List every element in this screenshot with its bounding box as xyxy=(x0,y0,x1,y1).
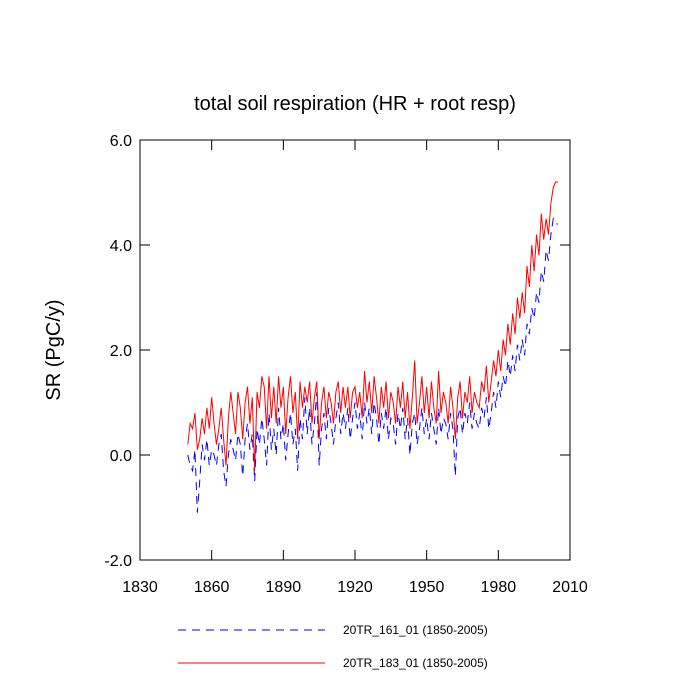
legend-label: 20TR_183_01 (1850-2005) xyxy=(343,656,488,670)
series-line xyxy=(187,181,559,471)
x-tick-label: 1920 xyxy=(337,579,373,596)
x-tick-label: 1890 xyxy=(266,579,302,596)
y-tick-label: -2.0 xyxy=(104,553,132,570)
y-tick-label: 2.0 xyxy=(110,343,132,360)
y-tick-label: 4.0 xyxy=(110,238,132,255)
y-tick-label: 6.0 xyxy=(110,133,132,150)
x-tick-label: 2010 xyxy=(552,579,588,596)
series-line xyxy=(187,217,559,513)
x-tick-label: 1980 xyxy=(481,579,517,596)
y-tick-label: 0.0 xyxy=(110,448,132,465)
x-tick-label: 1860 xyxy=(194,579,230,596)
x-tick-label: 1830 xyxy=(122,579,158,596)
x-tick-label: 1950 xyxy=(409,579,445,596)
y-axis-label: SR (PgC/y) xyxy=(43,299,65,400)
chart-title: total soil respiration (HR + root resp) xyxy=(194,93,516,115)
legend-label: 20TR_161_01 (1850-2005) xyxy=(343,623,488,637)
